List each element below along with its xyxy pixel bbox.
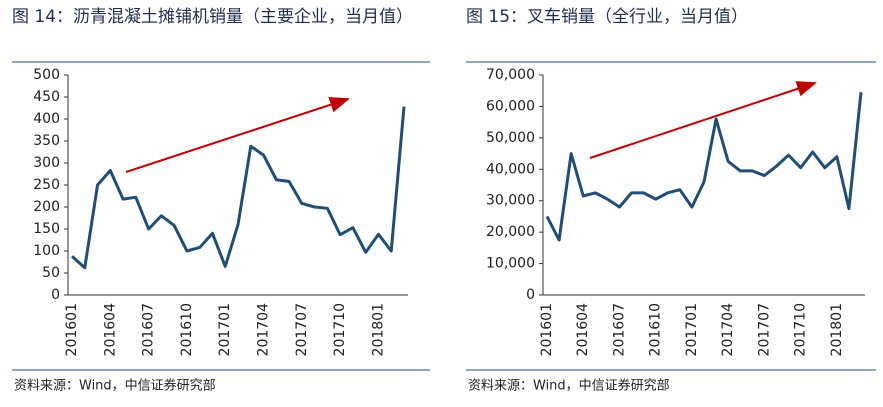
- x-tick-label: 201607: [611, 303, 627, 356]
- y-tick-label: 250: [33, 177, 60, 193]
- x-tick-label: 201707: [756, 303, 772, 356]
- y-tick-label: 0: [526, 287, 535, 303]
- x-tick-label: 201704: [256, 303, 272, 357]
- y-tick-label: 350: [33, 133, 60, 149]
- y-tick-label: 40,000: [486, 161, 535, 177]
- x-tick-label: 201701: [684, 303, 700, 356]
- x-tick-label: 201801: [370, 303, 386, 356]
- x-tick-label: 201710: [332, 303, 348, 356]
- x-tick-label: 201601: [64, 303, 80, 356]
- y-tick-label: 150: [33, 221, 60, 237]
- trend-arrow: [125, 97, 350, 173]
- y-tick-label: 200: [33, 199, 60, 215]
- y-tick-label: 50,000: [486, 130, 535, 146]
- data-line: [70, 106, 406, 270]
- trend-arrow: [589, 81, 817, 159]
- x-tick-label: 201707: [294, 303, 310, 356]
- y-tick-label: 100: [33, 243, 60, 259]
- y-tick-label: 10,000: [486, 256, 535, 272]
- x-tick-label: 201701: [217, 303, 233, 356]
- y-tick-label: 300: [33, 155, 60, 171]
- x-tick-label: 201604: [102, 303, 118, 357]
- y-tick-label: 400: [33, 111, 60, 127]
- source: 资料来源：Wind，中信证券研究部: [468, 378, 670, 394]
- y-tick-label: 500: [33, 67, 60, 83]
- chart-title: 图 14：沥青混凝土摊铺机销量（主要企业，当月值）: [12, 7, 414, 27]
- x-tick-label: 201601: [539, 303, 555, 356]
- x-tick-label: 201607: [141, 303, 157, 356]
- x-tick-label: 201801: [829, 303, 845, 356]
- y-tick-label: 30,000: [486, 193, 535, 209]
- y-tick-label: 0: [51, 287, 60, 303]
- y-tick-label: 50: [42, 265, 60, 281]
- data-line: [545, 92, 863, 242]
- y-tick-label: 20,000: [486, 224, 535, 240]
- x-tick-label: 201604: [575, 303, 591, 357]
- chart-title: 图 15：叉车销量（全行业，当月值）: [466, 7, 749, 27]
- x-tick-label: 201704: [720, 303, 736, 357]
- source: 资料来源：Wind，中信证券研究部: [14, 378, 216, 394]
- x-tick-label: 201610: [179, 303, 195, 356]
- y-tick-label: 70,000: [486, 67, 535, 83]
- x-tick-label: 201710: [793, 303, 809, 356]
- y-tick-label: 450: [33, 89, 60, 105]
- x-tick-label: 201610: [648, 303, 664, 356]
- y-tick-label: 60,000: [486, 98, 535, 114]
